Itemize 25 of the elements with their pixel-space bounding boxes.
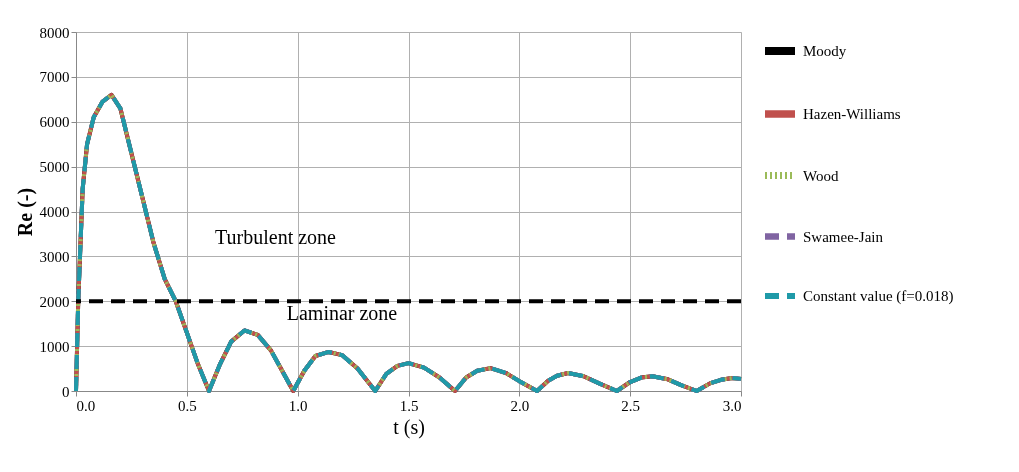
y-tick-label: 6000 bbox=[39, 114, 70, 131]
annotation: Laminar zone bbox=[286, 301, 398, 324]
y-tick-label: 3000 bbox=[39, 248, 70, 265]
y-tick-label: 5000 bbox=[39, 159, 70, 176]
legend-label: Wood bbox=[803, 167, 839, 184]
y-tick-label: 2000 bbox=[39, 293, 70, 310]
legend-label: Constant value (f=0.018) bbox=[803, 288, 954, 305]
x-tick-label: 0.5 bbox=[177, 397, 197, 414]
x-tick-label: 1.0 bbox=[288, 397, 308, 414]
x-axis-title: t (s) bbox=[393, 415, 425, 439]
y-axis-title: Re (-) bbox=[13, 187, 37, 237]
y-tick-label: 4000 bbox=[39, 204, 70, 220]
legend-label: Hazen-Williams bbox=[803, 106, 901, 122]
annotation: Turbulent zone bbox=[215, 226, 337, 249]
legend-label: Swamee-Jain bbox=[803, 228, 884, 245]
y-tick-label: 7000 bbox=[39, 69, 70, 86]
y-tick-label: 1000 bbox=[39, 338, 70, 355]
x-tick-label: 0.0 bbox=[76, 397, 96, 414]
x-tick-label: 2.0 bbox=[510, 397, 530, 414]
y-tick-label: 8000 bbox=[39, 24, 70, 41]
x-tick-label: 2.5 bbox=[621, 397, 641, 414]
x-tick-label: 1.5 bbox=[399, 397, 419, 414]
y-tick-label: 0 bbox=[62, 383, 70, 400]
legend-label: Moody bbox=[803, 43, 847, 59]
x-tick-label: 3.0 bbox=[722, 397, 742, 414]
